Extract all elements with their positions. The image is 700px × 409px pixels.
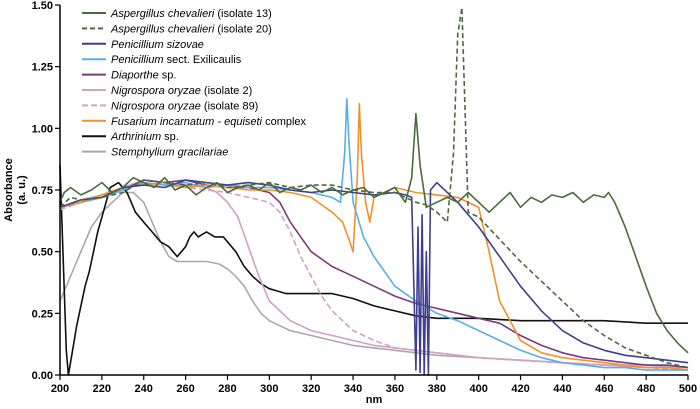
legend-label-7: Nigrospora oryzae (isolate 89) (111, 100, 258, 112)
y-ticks-group: 0.00 0.25 0.50 0.75 1.00 1.25 1.50 (32, 0, 60, 382)
x-tick-label: 240 (135, 383, 153, 395)
series-line-5 (59, 179, 689, 369)
legend-label-5: Diaporthe sp. (111, 70, 176, 82)
series-line-3 (59, 179, 689, 376)
legend-label-10: Stemphylium gracilariae (111, 147, 228, 159)
x-ticks-group: 200 220 240 260 280 300 320 340 360 380 400 420 440 4… (51, 375, 697, 395)
y-tick-label: 1.00 (32, 123, 53, 135)
y-axis-title-line2: (a. u.) (16, 175, 28, 205)
x-tick-label: 440 (553, 383, 571, 395)
series-line-6 (59, 179, 688, 369)
x-tick-label: 460 (595, 383, 613, 395)
y-tick-label: 1.50 (32, 0, 53, 12)
legend: Aspergillus chevalieri (isolate 13) Asper… (82, 8, 307, 159)
y-tick-label: 1.25 (32, 62, 53, 74)
y-axis-title: Absorbance (a. u.) (3, 158, 28, 222)
x-tick-label: 380 (428, 383, 446, 395)
y-tick-label: 0.00 (32, 370, 53, 382)
series-line-8 (59, 102, 689, 371)
legend-label-3: Penicillium sizovae (111, 39, 204, 51)
x-axis-title: nm (366, 394, 383, 406)
series-line-9 (59, 165, 688, 376)
x-tick-label: 260 (176, 383, 194, 395)
legend-label-8: Fusarium incarnatum - equiseti complex (111, 116, 307, 128)
legend-label-2: Aspergillus chevalieri (isolate 20) (110, 23, 272, 35)
x-tick-label: 340 (344, 383, 362, 395)
legend-label-4: Penicillium sect. Exilicaulis (111, 54, 242, 66)
x-tick-label: 220 (93, 383, 111, 395)
y-axis-title-line1: Absorbance (3, 158, 15, 222)
series-line-10 (59, 191, 689, 369)
y-tick-label: 0.25 (32, 308, 53, 320)
x-tick-label: 400 (469, 383, 487, 395)
x-tick-label: 200 (51, 383, 69, 395)
legend-label-1: Aspergillus chevalieri (isolate 13) (110, 8, 272, 20)
series-line-1 (59, 112, 689, 354)
x-tick-label: 500 (679, 383, 697, 395)
series-line-4 (59, 97, 688, 371)
series-line-7 (59, 181, 689, 371)
x-tick-label: 300 (260, 383, 278, 395)
series-group (59, 6, 689, 376)
y-tick-label: 0.50 (32, 247, 53, 259)
x-tick-label: 320 (302, 383, 320, 395)
x-tick-label: 360 (386, 383, 404, 395)
y-tick-label: 0.75 (32, 185, 53, 197)
x-tick-label: 280 (218, 383, 236, 395)
x-tick-label: 480 (637, 383, 655, 395)
legend-label-6: Nigrospora oryzae (isolate 2) (111, 85, 252, 97)
x-tick-label: 420 (511, 383, 529, 395)
legend-label-9: Arthrinium sp. (110, 131, 179, 143)
